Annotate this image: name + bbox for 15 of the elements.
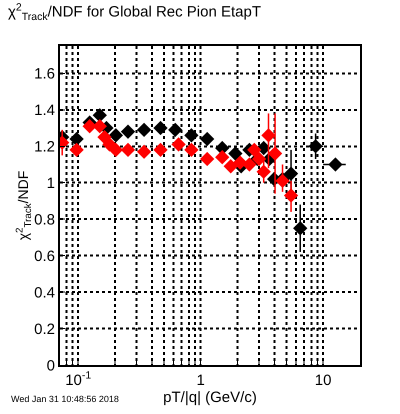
x-tick-label: 10$^{-1}$ xyxy=(65,370,92,389)
y-tick-label: 1 xyxy=(46,174,55,192)
y-tick-label: 0 xyxy=(46,357,55,374)
y-tick-label: 0.6 xyxy=(34,248,55,265)
x-tick-label: 10 xyxy=(314,372,332,389)
y-tick-label: 1.2 xyxy=(34,138,55,156)
text: Wed Jan 31 10:48:56 2018 xyxy=(11,394,119,404)
chart-title: χ$^{2}$$_{Track}$/NDF for Global Rec Pion EtapT xyxy=(8,1,262,23)
y-tick-label: 0.4 xyxy=(34,284,55,302)
y-tick-label: 1.6 xyxy=(34,66,55,83)
y-tick-label: 1.4 xyxy=(34,102,55,120)
y-tick-label: 0.2 xyxy=(34,320,55,338)
x-tick-label: 1 xyxy=(196,372,205,389)
y-tick-label: 0.8 xyxy=(34,211,55,228)
x-axis-title: pT/|q| (GeV/c) xyxy=(163,389,257,406)
